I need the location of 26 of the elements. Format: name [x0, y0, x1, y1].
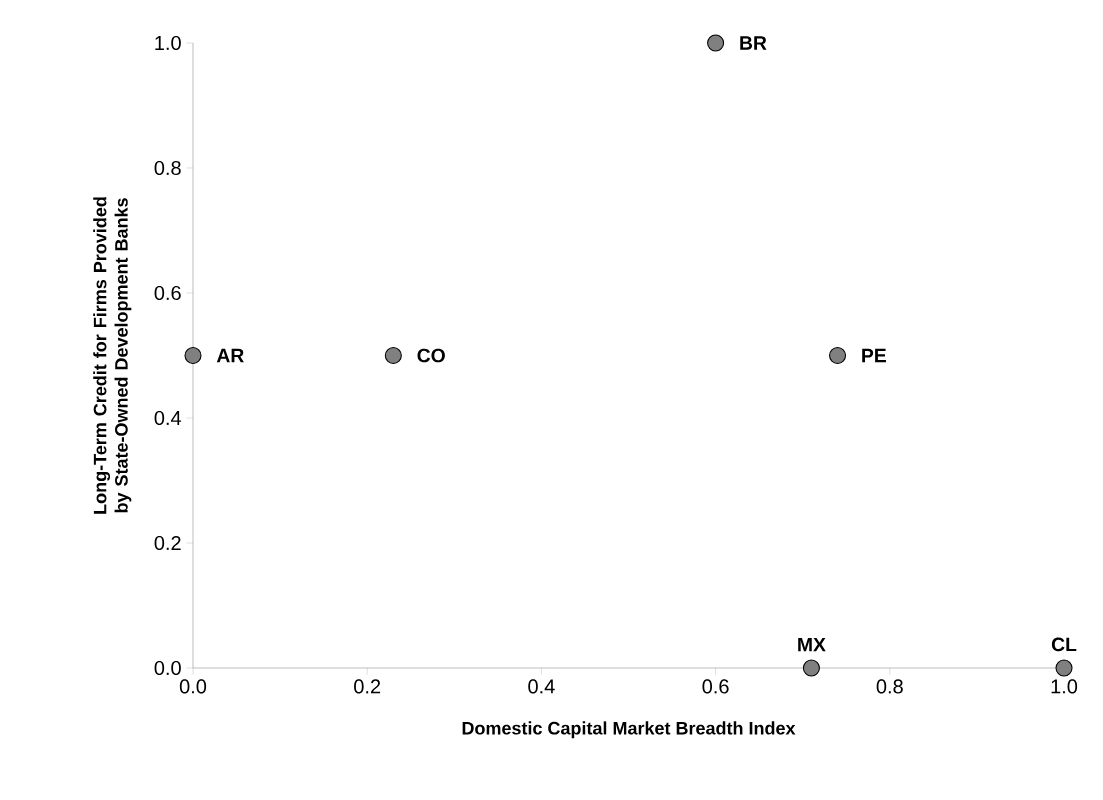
- point: [384, 346, 402, 365]
- point: [707, 34, 725, 52]
- annotation: MX: [798, 637, 826, 652]
- annotation: CO: [417, 348, 445, 363]
- x-axis-title: Domestic Capital Market Breadth Index: [462, 721, 796, 739]
- annotation: CL: [1051, 637, 1077, 652]
- annotation: BR: [740, 36, 767, 50]
- y-axis-title: Long-Term Credit for Firms Provided by State-Owned Development Banks: [93, 197, 132, 514]
- x-tick-label: 1.0: [1051, 679, 1078, 694]
- y-tick-label: 0.6: [154, 285, 181, 301]
- annotation: AR: [216, 348, 244, 363]
- x-tick-label: 0.4: [528, 679, 555, 694]
- x-tick-label: 0.6: [702, 679, 729, 694]
- point: [184, 346, 202, 365]
- point: [829, 346, 847, 365]
- y-tick-label: 0.8: [154, 160, 181, 176]
- point: [1055, 659, 1073, 677]
- x-tick-label: 0.2: [354, 679, 381, 694]
- x-tick-label: 0.0: [179, 679, 207, 694]
- y-tick-label: 0.2: [154, 535, 181, 551]
- point: [802, 659, 820, 677]
- annotation: PE: [862, 348, 886, 363]
- x-tick-label: 0.8: [876, 679, 903, 694]
- y-tick-label: 1.0: [155, 35, 181, 51]
- y-tick-label: 0.0: [154, 660, 181, 676]
- y-tick-label: 0.4: [154, 410, 182, 426]
